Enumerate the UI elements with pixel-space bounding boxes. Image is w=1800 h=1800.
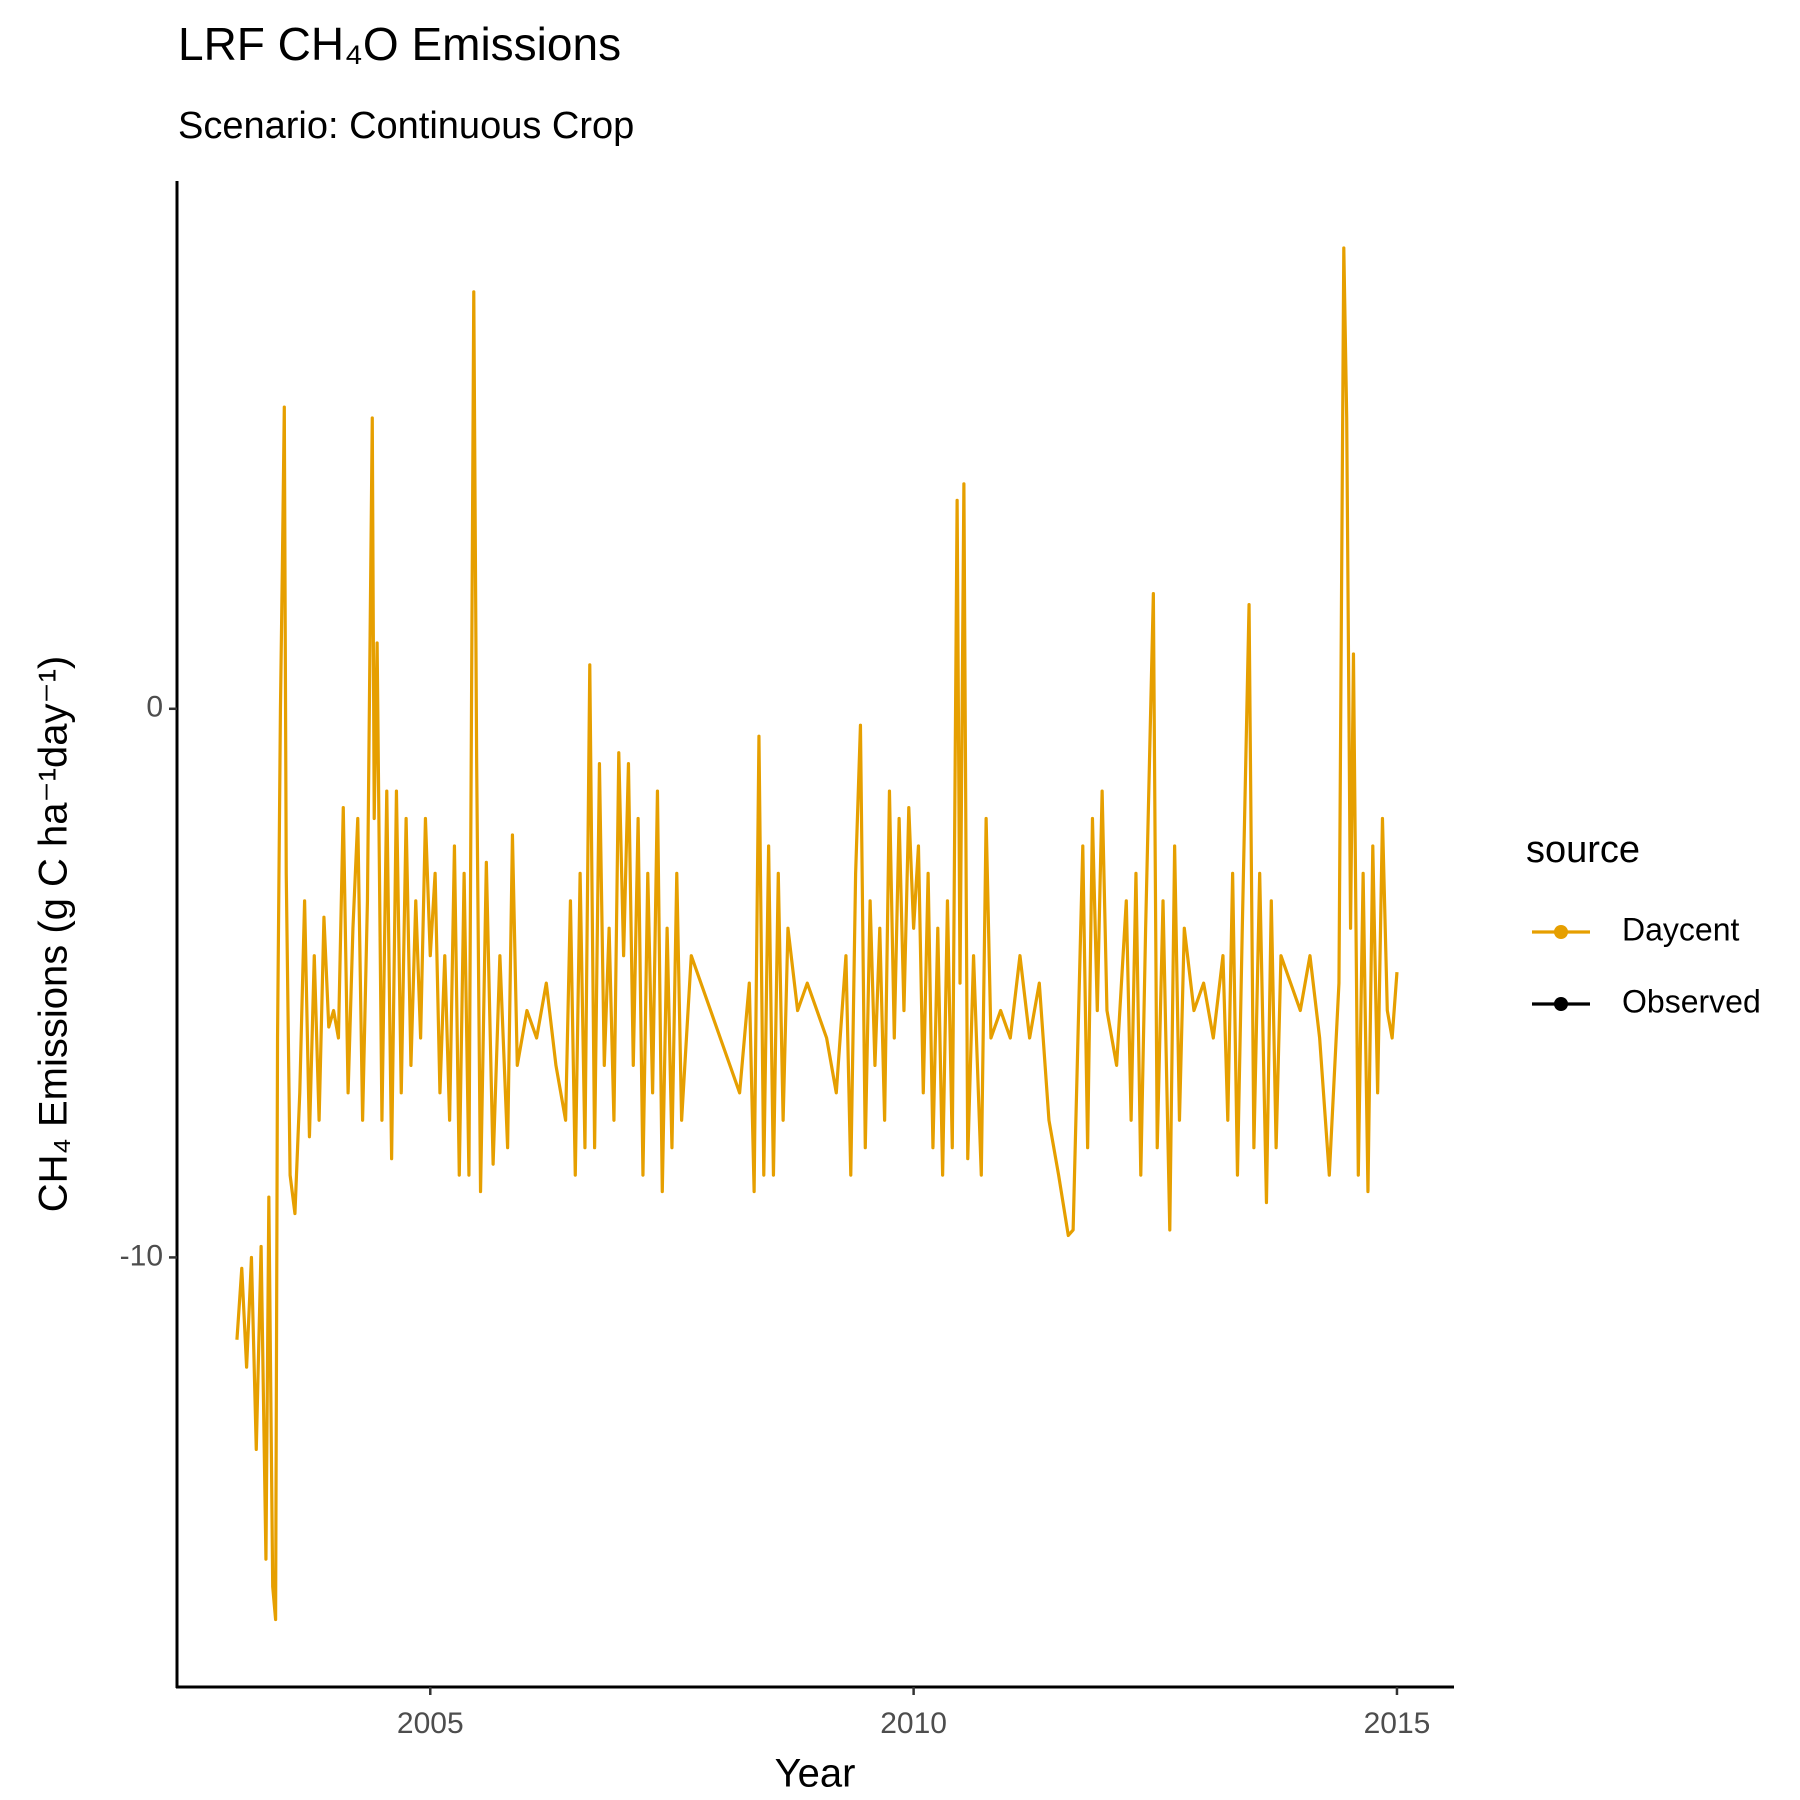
legend-key-point (1554, 925, 1568, 939)
x-tick-label: 2005 (397, 1707, 464, 1740)
x-tick-label: 2015 (1364, 1707, 1431, 1740)
chart-title: LRF CH₄O Emissions (178, 18, 621, 70)
legend-label: Observed (1622, 983, 1761, 1019)
x-tick-label: 2010 (880, 1707, 947, 1740)
y-tick-label: -10 (120, 1239, 163, 1272)
data-line (235, 246, 1399, 1622)
y-tick-label: 0 (146, 691, 163, 724)
legend-key-point (1554, 997, 1568, 1011)
y-axis-title: CH₄ Emissions (g C ha⁻¹day⁻¹) (32, 656, 76, 1212)
legend-title: source (1526, 829, 1640, 871)
x-axis-title: Year (775, 1752, 856, 1796)
chart-subtitle: Scenario: Continuous Crop (178, 105, 634, 147)
legend-label: Daycent (1622, 911, 1740, 947)
